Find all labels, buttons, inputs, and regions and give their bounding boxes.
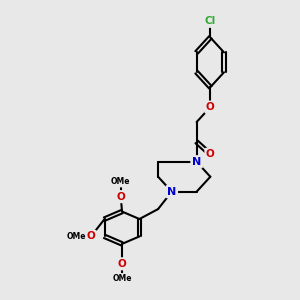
Text: N: N: [192, 157, 201, 167]
Text: O: O: [118, 259, 126, 269]
Text: OMe: OMe: [66, 232, 86, 241]
Text: Cl: Cl: [205, 16, 216, 26]
Text: O: O: [206, 149, 215, 159]
Text: OMe: OMe: [112, 274, 132, 283]
Text: N: N: [167, 187, 176, 197]
Text: O: O: [206, 102, 215, 112]
Text: O: O: [87, 231, 95, 242]
Text: O: O: [116, 192, 125, 202]
Text: OMe: OMe: [111, 177, 130, 186]
